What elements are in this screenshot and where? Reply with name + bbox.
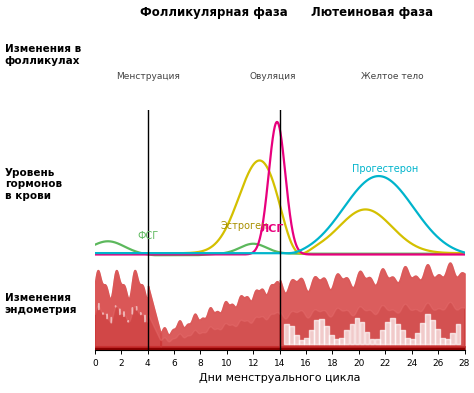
Text: ФСГ: ФСГ	[137, 231, 158, 241]
Text: Прогестерон: Прогестерон	[352, 164, 419, 174]
Text: Уровень
гормонов
в крови: Уровень гормонов в крови	[5, 168, 62, 201]
Text: Изменения в
фолликулах: Изменения в фолликулах	[5, 44, 81, 66]
Text: Овуляция: Овуляция	[250, 72, 296, 81]
Text: Фолликулярная фаза: Фолликулярная фаза	[140, 6, 288, 19]
Text: Желтое тело: Желтое тело	[361, 72, 423, 81]
Text: Лютеиновая фаза: Лютеиновая фаза	[311, 6, 433, 19]
Text: Эстроген: Эстроген	[220, 221, 268, 231]
Text: Изменения
эндометрия: Изменения эндометрия	[5, 294, 77, 315]
Text: ЛСГ: ЛСГ	[260, 224, 284, 234]
X-axis label: Дни менструального цикла: Дни менструального цикла	[199, 373, 360, 384]
Text: Менструация: Менструация	[116, 72, 180, 81]
